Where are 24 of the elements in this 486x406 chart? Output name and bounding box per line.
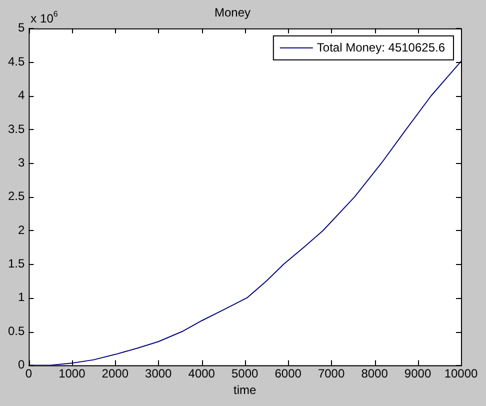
x-tick-label: 7000 [318,366,345,381]
y-tick-label: 4 [18,88,25,102]
y-tick-label: 0 [18,358,25,372]
x-tick-label: 5000 [231,366,259,381]
x-tick-label: 1000 [58,366,86,381]
y-tick-label: 1 [18,290,25,304]
x-tick-label: 2000 [102,366,129,381]
chart-title: Money [214,6,251,20]
x-tick-label: 10000 [444,366,478,381]
x-tick-label: 3000 [145,366,172,381]
x-tick-label: 4000 [188,366,216,381]
y-tick-label: 3 [18,155,25,170]
y-tick-label: 1.5 [8,256,25,270]
y-tick-label: 4.5 [8,54,25,68]
x-tick-label: 9000 [404,366,432,381]
y-tick-label: 2 [18,222,25,237]
x-tick-label: 6000 [274,366,302,381]
y-tick-label: 0.5 [8,324,25,338]
legend-label: Total Money: 4510625.6 [316,40,446,55]
x-axis-title: time [234,383,256,398]
y-tick-label: 2.5 [8,189,25,204]
y-tick-label: 5 [18,20,25,35]
y-tick-label: 3.5 [8,122,25,136]
x-tick-label: 8000 [361,366,388,381]
